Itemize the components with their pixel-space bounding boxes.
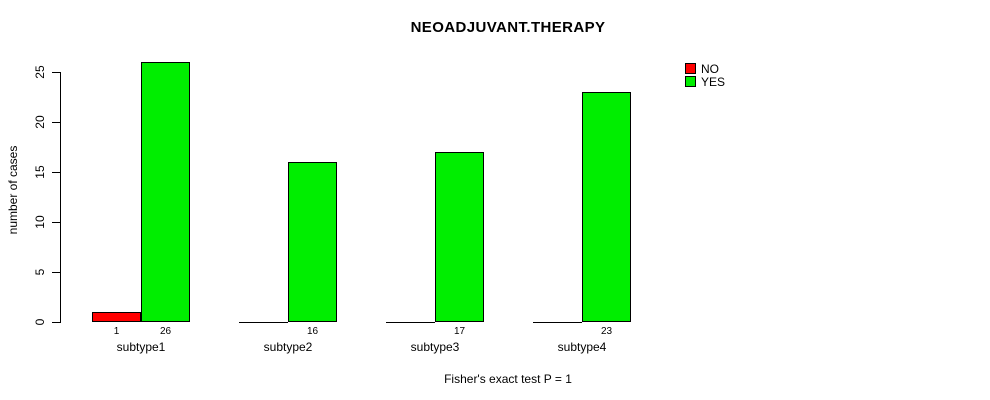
y-axis-tick — [52, 122, 60, 123]
y-axis-tick-label: 5 — [33, 268, 47, 276]
legend-label-no: NO — [701, 61, 719, 76]
legend-swatch-yes — [685, 76, 696, 87]
bar-yes-subtype4 — [582, 92, 631, 322]
bar-yes-subtype3 — [435, 152, 484, 322]
y-axis-line — [60, 72, 61, 323]
bar-yes-subtype1 — [141, 62, 190, 322]
y-axis-tick — [52, 72, 60, 73]
bar-yes-subtype2 — [288, 162, 337, 322]
bar-no-subtype3-zero — [386, 322, 435, 323]
y-axis-tick — [52, 222, 60, 223]
legend-item-yes: YES — [685, 74, 726, 89]
y-axis-tick-label: 15 — [33, 165, 47, 179]
legend-swatch-no — [685, 63, 696, 74]
y-axis-tick — [52, 322, 60, 323]
bar-value-label-yes-subtype1: 26 — [159, 326, 172, 337]
bar-no-subtype1 — [92, 312, 141, 322]
category-label-subtype3: subtype3 — [410, 340, 460, 354]
legend-label-yes: YES — [701, 74, 726, 89]
bar-no-subtype2-zero — [239, 322, 288, 323]
category-label-subtype4: subtype4 — [557, 340, 607, 354]
legend-item-no: NO — [685, 61, 725, 76]
y-axis-tick-label: 25 — [33, 65, 47, 79]
y-axis-tick-label: 20 — [33, 115, 47, 129]
category-label-subtype1: subtype1 — [116, 340, 166, 354]
bar-value-label-no-subtype1: 1 — [113, 326, 120, 337]
y-axis-tick — [52, 172, 60, 173]
caption-fisher-test: Fisher's exact test P = 1 — [444, 372, 572, 386]
y-axis-tick-label: 0 — [33, 318, 47, 326]
legend: NO YES — [685, 61, 726, 89]
chart-title: NEOADJUVANT.THERAPY — [410, 19, 606, 36]
bar-value-label-yes-subtype2: 16 — [306, 326, 319, 337]
bar-value-label-yes-subtype4: 23 — [600, 326, 613, 337]
category-label-subtype2: subtype2 — [263, 340, 313, 354]
bar-value-label-yes-subtype3: 17 — [453, 326, 466, 337]
bar-no-subtype4-zero — [533, 322, 582, 323]
y-axis-tick-label: 10 — [33, 215, 47, 229]
y-axis-tick — [52, 272, 60, 273]
